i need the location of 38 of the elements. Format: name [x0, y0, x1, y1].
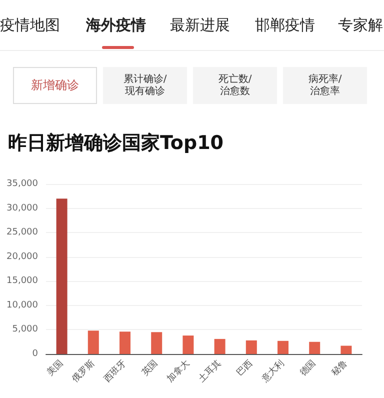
bar: [214, 338, 226, 354]
x-tick-label: 俄罗斯: [70, 358, 97, 385]
bar: [278, 340, 288, 354]
text: 新增确诊: [13, 67, 97, 104]
y-tick-label: 10,000: [6, 300, 38, 310]
text: 海外疫情: [86, 16, 146, 35]
y-tick-label: 0: [32, 349, 38, 359]
x-tick-label: 西班牙: [102, 358, 129, 385]
bar: [340, 346, 352, 354]
chart-title: 昨日新增确诊国家Top10: [8, 131, 224, 156]
x-tick-label: 英国: [140, 358, 160, 378]
text: 累计确诊/ 现有确诊: [103, 67, 187, 104]
text: 死亡数/ 治愈数: [193, 67, 277, 104]
x-tick-label: 德国: [298, 358, 318, 378]
x-tick-label: 加拿大: [164, 358, 192, 385]
x-tick-label: 巴西: [235, 358, 255, 378]
text: 疫情地图: [0, 16, 60, 35]
bar: [120, 332, 130, 354]
text: 病死率/ 治愈率: [283, 67, 367, 104]
y-tick-label: 5,000: [12, 324, 38, 335]
y-tick-label: 35,000: [6, 179, 38, 189]
x-tick-label: 美国: [44, 358, 66, 378]
x-tick-label: 秘鲁: [329, 358, 350, 378]
x-tick-label: 意大利: [258, 358, 287, 386]
y-tick-label: 15,000: [6, 276, 38, 286]
x-tick-label: 土耳其: [196, 358, 224, 385]
y-tick-label: 25,000: [6, 228, 38, 238]
bar: [88, 330, 99, 354]
text: 邯郸疫情: [255, 16, 315, 35]
bar: [151, 332, 162, 354]
y-tick-label: 30,000: [6, 203, 38, 214]
bar: [246, 340, 257, 354]
text: 专家解: [338, 16, 383, 35]
bar: [309, 342, 320, 354]
text: 最新进展: [170, 16, 230, 35]
y-tick-label: 20,000: [6, 252, 38, 262]
bar: [182, 336, 194, 354]
bar: [56, 198, 68, 354]
